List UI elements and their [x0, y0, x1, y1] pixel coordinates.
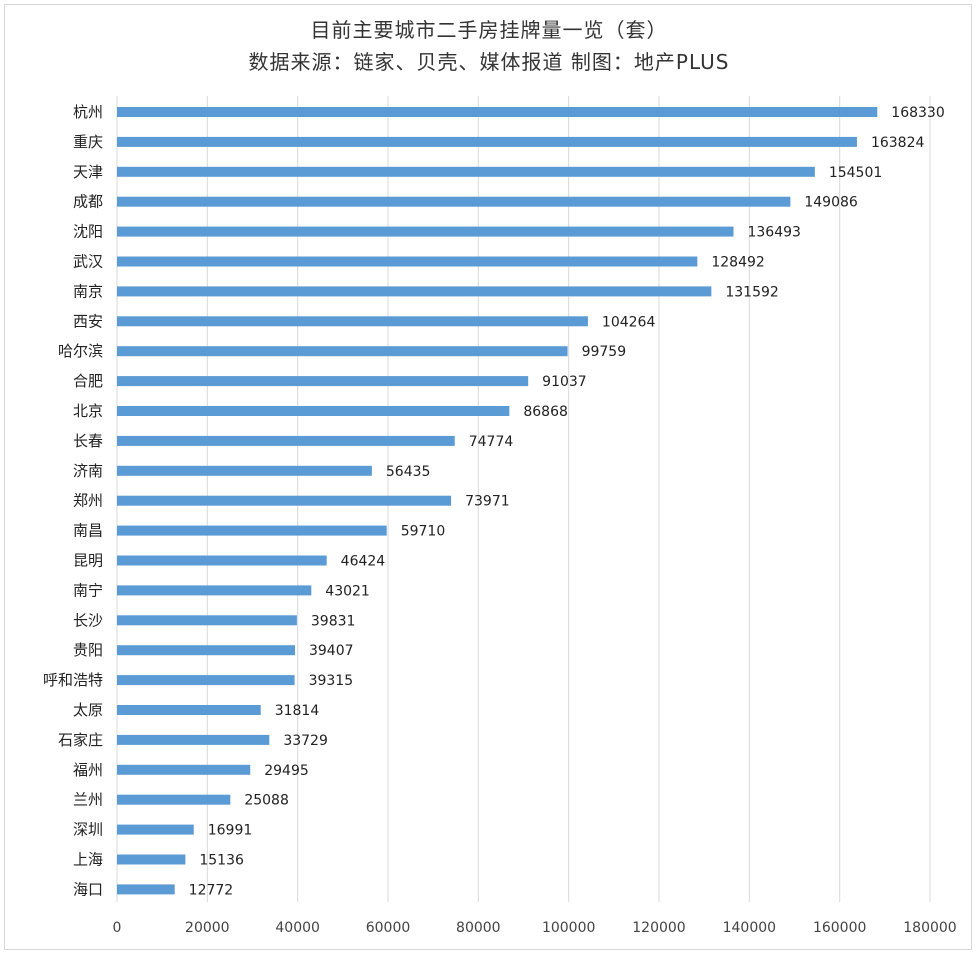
category-label: 海口 [73, 880, 103, 898]
data-label: 31814 [275, 703, 320, 719]
bar [117, 884, 175, 895]
bar [117, 764, 251, 775]
bar [117, 675, 295, 686]
category-label: 济南 [73, 462, 103, 480]
data-label: 131592 [725, 284, 778, 300]
bar [117, 226, 734, 237]
bar [117, 645, 295, 656]
data-label: 43021 [325, 583, 370, 599]
category-label: 沈阳 [73, 223, 103, 241]
data-label: 99759 [582, 344, 627, 360]
category-label: 太原 [73, 701, 103, 719]
bar [117, 166, 815, 177]
x-tick-label: 180000 [903, 920, 956, 936]
bar [117, 495, 452, 506]
data-label: 91037 [542, 374, 587, 390]
x-tick-label: 100000 [542, 920, 595, 936]
category-label: 武汉 [73, 253, 103, 271]
category-label: 西安 [73, 312, 103, 330]
bar [117, 376, 529, 387]
bar [117, 585, 312, 596]
bar [117, 286, 712, 297]
bar [117, 406, 510, 416]
data-label: 128492 [711, 255, 764, 271]
bar [117, 435, 455, 446]
category-label: 南宁 [73, 581, 103, 599]
category-label: 南昌 [73, 522, 103, 540]
category-label: 合肥 [73, 372, 103, 390]
data-label: 73971 [465, 494, 510, 510]
category-label: 上海 [73, 851, 103, 869]
category-label: 杭州 [73, 103, 103, 121]
category-label: 成都 [73, 193, 103, 211]
x-tick-label: 160000 [813, 920, 866, 936]
data-label: 15136 [199, 853, 244, 869]
category-label: 重庆 [73, 133, 103, 151]
category-label: 南京 [73, 282, 103, 300]
data-label: 163824 [871, 135, 925, 151]
bar [117, 465, 372, 476]
data-label: 59710 [401, 524, 446, 540]
bar [117, 705, 261, 715]
x-tick-label: 140000 [723, 920, 776, 936]
category-label: 石家庄 [58, 731, 103, 749]
bar [117, 824, 194, 835]
category-label: 长沙 [73, 611, 103, 629]
bar [117, 794, 231, 805]
data-label: 39407 [309, 643, 354, 659]
data-label: 16991 [208, 823, 253, 839]
data-label: 39315 [309, 673, 354, 689]
bar [117, 555, 327, 566]
category-label: 昆明 [73, 552, 103, 570]
x-tick-label: 0 [113, 920, 122, 936]
bar [117, 196, 791, 207]
x-tick-label: 80000 [456, 920, 501, 936]
category-label: 兰州 [73, 791, 103, 809]
data-label: 168330 [891, 105, 944, 121]
data-label: 74774 [469, 434, 514, 450]
bar [117, 136, 857, 147]
bar [117, 525, 387, 536]
category-label: 哈尔滨 [58, 342, 103, 360]
bar [117, 256, 698, 267]
bar [117, 107, 878, 117]
data-label: 86868 [523, 404, 568, 420]
category-label: 北京 [73, 402, 103, 420]
bar [117, 615, 297, 626]
category-label: 贵阳 [73, 641, 103, 659]
data-label: 25088 [244, 793, 289, 809]
chart-subtitle: 数据来源：链家、贝壳、媒体报道 制图：地产PLUS [248, 50, 730, 74]
data-label: 29495 [264, 763, 309, 779]
data-label: 46424 [341, 554, 386, 570]
category-label: 呼和浩特 [43, 671, 103, 689]
data-label: 12772 [189, 882, 234, 898]
x-tick-label: 60000 [366, 920, 411, 936]
chart-frame [4, 4, 972, 950]
category-label: 深圳 [73, 821, 103, 839]
data-label: 104264 [602, 314, 656, 330]
data-label: 149086 [804, 195, 858, 211]
category-label: 福州 [73, 761, 103, 779]
data-label: 56435 [386, 464, 431, 480]
bar [117, 346, 568, 357]
data-label: 39831 [311, 613, 356, 629]
category-label: 长春 [73, 432, 103, 450]
x-tick-label: 20000 [185, 920, 230, 936]
category-label: 天津 [73, 163, 103, 181]
data-label: 33729 [283, 733, 328, 749]
bar [117, 316, 588, 327]
chart-title: 目前主要城市二手房挂牌量一览（套） [310, 18, 668, 42]
x-tick-label: 120000 [632, 920, 685, 936]
category-label: 郑州 [73, 492, 103, 510]
bar [117, 854, 186, 865]
x-tick-label: 40000 [275, 920, 320, 936]
bar [117, 734, 270, 745]
data-label: 154501 [829, 165, 882, 181]
data-label: 136493 [747, 225, 800, 241]
